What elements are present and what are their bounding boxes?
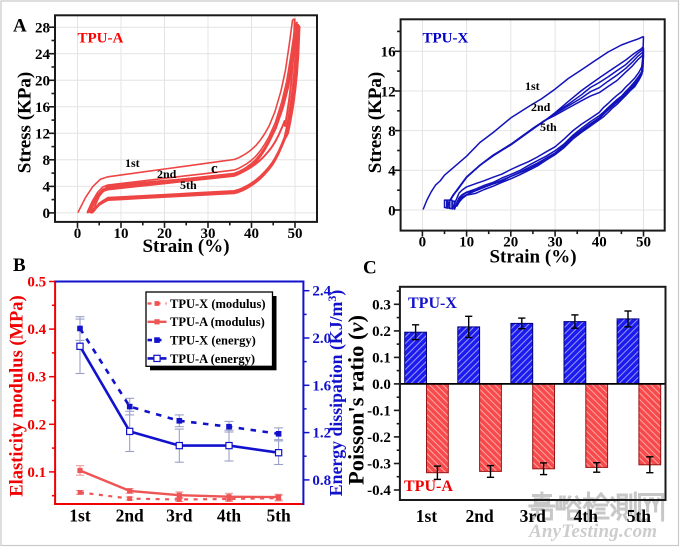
svg-text:2nd: 2nd bbox=[465, 506, 493, 526]
svg-text:TPU-X (modulus): TPU-X (modulus) bbox=[170, 297, 266, 311]
svg-text:Poisson's ratio (ν): Poisson's ratio (ν) bbox=[344, 315, 369, 485]
svg-text:AnyTesting.com: AnyTesting.com bbox=[528, 521, 657, 542]
svg-text:-0.4: -0.4 bbox=[367, 483, 391, 499]
svg-text:0: 0 bbox=[74, 226, 82, 242]
svg-text:2.0: 2.0 bbox=[312, 331, 331, 347]
svg-text:0: 0 bbox=[419, 235, 427, 251]
svg-text:4: 4 bbox=[388, 164, 396, 180]
svg-text:c: c bbox=[211, 161, 218, 177]
svg-text:12: 12 bbox=[381, 84, 396, 100]
svg-text:TPU-A (modulus): TPU-A (modulus) bbox=[170, 315, 265, 329]
svg-text:1st: 1st bbox=[525, 79, 540, 93]
svg-text:TPU-X: TPU-X bbox=[408, 295, 457, 312]
svg-text:1st: 1st bbox=[416, 506, 438, 526]
svg-text:10: 10 bbox=[459, 235, 474, 251]
svg-text:16: 16 bbox=[35, 100, 51, 116]
svg-text:40: 40 bbox=[244, 226, 259, 242]
svg-text:B: B bbox=[13, 255, 26, 276]
svg-text:8: 8 bbox=[388, 124, 396, 140]
svg-text:20: 20 bbox=[503, 235, 518, 251]
svg-text:2nd: 2nd bbox=[157, 167, 177, 181]
svg-text:2nd: 2nd bbox=[116, 506, 144, 526]
svg-text:Stress (KPa): Stress (KPa) bbox=[15, 72, 36, 174]
svg-text:0: 0 bbox=[43, 206, 51, 222]
svg-text:8: 8 bbox=[43, 153, 51, 169]
svg-text:A: A bbox=[13, 16, 27, 37]
svg-text:16: 16 bbox=[381, 45, 397, 61]
svg-text:10: 10 bbox=[114, 226, 129, 242]
svg-text:3rd: 3rd bbox=[520, 506, 547, 526]
svg-text:1st: 1st bbox=[69, 506, 91, 526]
svg-text:30: 30 bbox=[201, 226, 216, 242]
svg-text:5th: 5th bbox=[627, 506, 652, 526]
svg-text:4th: 4th bbox=[574, 506, 599, 526]
svg-text:4: 4 bbox=[43, 180, 51, 196]
svg-text:1.2: 1.2 bbox=[312, 426, 331, 442]
svg-text:1st: 1st bbox=[125, 156, 140, 170]
svg-text:0.3: 0.3 bbox=[372, 297, 391, 313]
svg-text:0.5: 0.5 bbox=[27, 275, 46, 291]
svg-text:TPU-X: TPU-X bbox=[423, 31, 469, 47]
svg-text:Strain (%): Strain (%) bbox=[489, 247, 576, 268]
svg-text:20: 20 bbox=[157, 226, 172, 242]
svg-text:0.2: 0.2 bbox=[27, 417, 46, 433]
svg-text:Strain (%): Strain (%) bbox=[142, 236, 229, 257]
svg-text:28: 28 bbox=[35, 21, 50, 37]
svg-text:0.3: 0.3 bbox=[27, 370, 46, 386]
svg-text:5th: 5th bbox=[266, 506, 291, 526]
svg-text:TPU-A: TPU-A bbox=[404, 478, 453, 495]
svg-text:1.6: 1.6 bbox=[312, 378, 331, 394]
svg-text:-0.3: -0.3 bbox=[367, 457, 391, 473]
svg-text:0.1: 0.1 bbox=[27, 465, 46, 481]
svg-text:C: C bbox=[363, 258, 377, 279]
svg-text:3rd: 3rd bbox=[166, 506, 193, 526]
svg-text:50: 50 bbox=[636, 235, 651, 251]
svg-text:5th: 5th bbox=[180, 178, 197, 192]
svg-text:Stress (KPa): Stress (KPa) bbox=[365, 72, 386, 174]
svg-text:0: 0 bbox=[388, 203, 396, 219]
svg-text:0.0: 0.0 bbox=[372, 377, 391, 393]
svg-text:TPU-A: TPU-A bbox=[78, 31, 124, 47]
svg-text:Elasticity modulus (MPa): Elasticity modulus (MPa) bbox=[8, 295, 28, 496]
svg-text:20: 20 bbox=[35, 74, 50, 90]
svg-text:50: 50 bbox=[288, 226, 303, 242]
svg-text:24: 24 bbox=[35, 47, 51, 63]
svg-text:40: 40 bbox=[592, 235, 607, 251]
svg-text:-0.1: -0.1 bbox=[367, 403, 391, 419]
svg-text:TPU-A (energy): TPU-A (energy) bbox=[170, 352, 255, 366]
svg-text:-0.2: -0.2 bbox=[367, 430, 391, 446]
svg-text:30: 30 bbox=[548, 235, 563, 251]
svg-text:0.2: 0.2 bbox=[372, 324, 391, 340]
svg-text:2.4: 2.4 bbox=[312, 284, 331, 300]
svg-text:0.4: 0.4 bbox=[27, 322, 46, 338]
svg-text:Energy dissipation (KJ/m3): Energy dissipation (KJ/m3) bbox=[325, 290, 347, 497]
svg-text:5th: 5th bbox=[540, 120, 557, 134]
svg-text:2nd: 2nd bbox=[531, 100, 551, 114]
svg-text:0.8: 0.8 bbox=[312, 473, 331, 489]
svg-text:4th: 4th bbox=[217, 506, 242, 526]
svg-text:0.1: 0.1 bbox=[372, 350, 391, 366]
svg-text:12: 12 bbox=[35, 127, 50, 143]
svg-text:TPU-X (energy): TPU-X (energy) bbox=[170, 334, 256, 348]
